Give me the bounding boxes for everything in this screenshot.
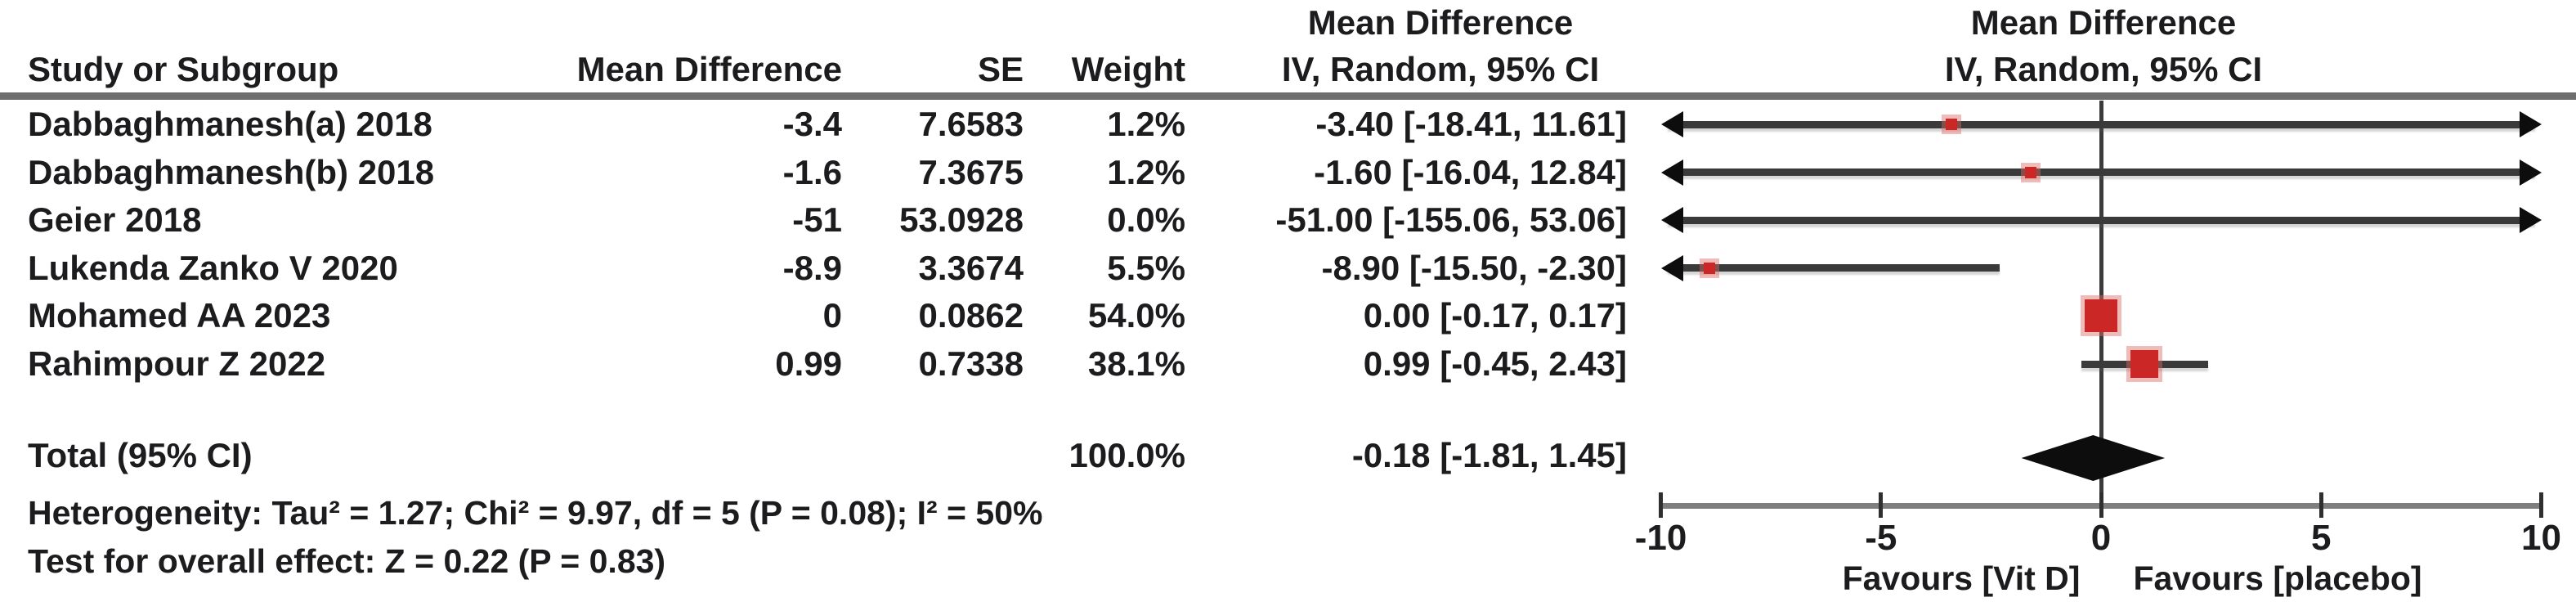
point-estimate-marker-4 xyxy=(2085,299,2117,333)
row-2-study: Geier 2018 xyxy=(28,200,202,240)
total-diamond xyxy=(2021,435,2166,481)
header-mean-difference-plot-col: Mean Difference xyxy=(1970,3,2237,42)
x-axis-tick-label--5: -5 xyxy=(1865,518,1897,558)
favours-left-label: Favours [Vit D] xyxy=(1842,559,2081,597)
row-4-weight: 54.0% xyxy=(1087,296,1185,335)
ci-arrow-left-3 xyxy=(1660,254,1683,281)
ci-line-1 xyxy=(1667,168,2535,177)
row-4-study: Mohamed AA 2023 xyxy=(28,296,331,335)
point-estimate-marker-3 xyxy=(1703,262,1715,274)
x-axis-tick-5 xyxy=(2318,492,2323,518)
x-axis-tick--5 xyxy=(1879,492,1884,518)
row-5-se: 0.7338 xyxy=(918,344,1024,383)
row-4-md: 0 xyxy=(822,296,842,335)
row-1-se: 7.3675 xyxy=(918,152,1024,191)
row-5-study: Rahimpour Z 2022 xyxy=(28,344,326,383)
x-axis-tick-label--10: -10 xyxy=(1634,518,1687,558)
x-axis-tick-label-5: 5 xyxy=(2311,518,2332,558)
point-estimate-marker-0 xyxy=(1945,119,1957,130)
row-4-se: 0.0862 xyxy=(918,296,1024,335)
header-mean-difference: Mean Difference xyxy=(576,50,842,88)
row-0-weight: 1.2% xyxy=(1107,105,1185,143)
header-se: SE xyxy=(977,50,1024,88)
total-row-ci: -0.18 [-1.81, 1.45] xyxy=(1351,436,1627,474)
row-5-weight: 38.1% xyxy=(1087,344,1185,383)
point-estimate-marker-1 xyxy=(2024,166,2036,178)
ci-arrow-left-0 xyxy=(1660,111,1683,137)
row-3-md: -8.9 xyxy=(782,248,842,287)
row-0-md: -3.4 xyxy=(782,105,842,143)
total-row-weight: 100.0% xyxy=(1068,436,1185,474)
row-2-se: 53.0928 xyxy=(899,200,1024,240)
row-2-md: -51 xyxy=(792,200,842,240)
point-estimate-marker-5 xyxy=(2130,350,2159,378)
header-mean-difference-text-col: Mean Difference xyxy=(1307,3,1574,42)
row-0-se: 7.6583 xyxy=(918,105,1024,143)
row-5-ci: 0.99 [-0.45, 2.43] xyxy=(1363,344,1627,383)
header-divider-rule xyxy=(0,92,2576,100)
row-3-weight: 5.5% xyxy=(1107,248,1185,287)
ci-arrow-right-0 xyxy=(2519,111,2542,137)
row-5-md: 0.99 xyxy=(775,344,842,383)
ci-arrow-right-1 xyxy=(2519,159,2542,186)
heterogeneity-text: Heterogeneity: Tau² = 1.27; Chi² = 9.97,… xyxy=(28,494,1043,532)
x-axis-tick--10 xyxy=(1659,492,1663,518)
row-3-ci: -8.90 [-15.50, -2.30] xyxy=(1321,248,1627,287)
row-3-study: Lukenda Zanko V 2020 xyxy=(28,248,398,287)
row-1-ci: -1.60 [-16.04, 12.84] xyxy=(1314,152,1627,191)
x-axis-tick-label-10: 10 xyxy=(2521,518,2561,558)
row-3-se: 3.3674 xyxy=(918,248,1024,287)
ci-line-2 xyxy=(1667,216,2535,224)
row-1-study: Dabbaghmanesh(b) 2018 xyxy=(28,152,435,191)
row-0-study: Dabbaghmanesh(a) 2018 xyxy=(28,105,432,143)
x-axis-tick-0 xyxy=(2099,492,2103,518)
ci-arrow-left-1 xyxy=(1660,159,1683,186)
row-4-ci: 0.00 [-0.17, 0.17] xyxy=(1363,296,1627,335)
header-weight: Weight xyxy=(1071,50,1185,88)
row-2-weight: 0.0% xyxy=(1107,200,1185,240)
overall-effect-text: Test for overall effect: Z = 0.22 (P = 0… xyxy=(28,542,666,580)
row-0-ci: -3.40 [-18.41, 11.61] xyxy=(1315,105,1627,143)
ci-arrow-left-2 xyxy=(1660,207,1683,234)
row-1-md: -1.6 xyxy=(782,152,842,191)
header-iv-random-ci-plot: IV, Random, 95% CI xyxy=(1944,50,2263,88)
ci-line-0 xyxy=(1667,120,2535,128)
ci-line-3 xyxy=(1667,264,2000,272)
row-1-weight: 1.2% xyxy=(1107,152,1185,191)
x-axis-tick-10 xyxy=(2539,492,2543,518)
x-axis-tick-label-0: 0 xyxy=(2090,518,2112,558)
header-iv-random-ci-text: IV, Random, 95% CI xyxy=(1281,50,1600,88)
favours-right-label: Favours [placebo] xyxy=(2133,559,2422,597)
ci-arrow-right-2 xyxy=(2519,207,2542,234)
total-row-label: Total (95% CI) xyxy=(28,436,253,474)
header-study-or-subgroup: Study or Subgroup xyxy=(28,50,339,88)
row-2-ci: -51.00 [-155.06, 53.06] xyxy=(1275,200,1627,240)
